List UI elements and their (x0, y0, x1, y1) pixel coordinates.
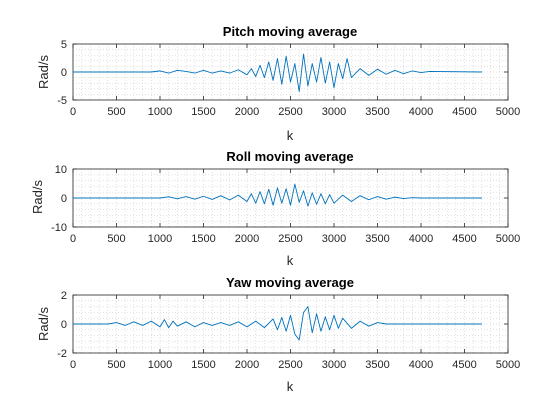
roll-y-axis-label: Rad/s (30, 180, 45, 214)
yaw-y-axis-label: Rad/s (36, 307, 51, 341)
roll-x-tick-label: 5000 (496, 233, 520, 245)
yaw-x-tick-label: 2500 (278, 359, 302, 371)
yaw-y-tick-label: 2 (61, 290, 67, 302)
yaw-x-tick-label: 500 (107, 359, 125, 371)
roll-subplot: Roll moving average Rad/s k 0 500 1000 1500… (30, 149, 520, 268)
pitch-x-tick-label: 2000 (235, 106, 259, 118)
pitch-x-axis-label: k (287, 128, 294, 143)
yaw-x-axis-label: k (287, 379, 294, 394)
roll-x-tick-label: 3000 (322, 233, 346, 245)
pitch-x-tick-label: 0 (70, 106, 76, 118)
roll-x-tick-label: 4000 (409, 233, 433, 245)
yaw-x-tick-label: 0 (70, 359, 76, 371)
pitch-series-line (73, 53, 482, 93)
pitch-x-tick-label: 1500 (191, 106, 215, 118)
roll-y-tick-label: 0 (61, 193, 67, 205)
roll-x-axis-label: k (287, 253, 294, 268)
roll-x-tick-label: 3500 (365, 233, 389, 245)
roll-y-tick-label: 10 (55, 164, 67, 176)
roll-x-tick-label: 2500 (278, 233, 302, 245)
roll-x-tick-label: 2000 (235, 233, 259, 245)
yaw-x-tick-label: 5000 (496, 359, 520, 371)
pitch-x-tick-label: 3500 (365, 106, 389, 118)
yaw-y-tick-label: 0 (61, 319, 67, 331)
pitch-y-tick-label: -5 (57, 95, 67, 107)
pitch-x-tick-label: 1000 (148, 106, 172, 118)
roll-x-tick-label: 0 (70, 233, 76, 245)
pitch-y-axis-label: Rad/s (36, 55, 51, 89)
yaw-x-tick-label: 3500 (365, 359, 389, 371)
pitch-title: Pitch moving average (223, 24, 357, 39)
yaw-x-tick-label: 2000 (235, 359, 259, 371)
roll-title: Roll moving average (226, 149, 353, 164)
pitch-x-tick-label: 4000 (409, 106, 433, 118)
pitch-x-tick-label: 4500 (452, 106, 476, 118)
yaw-x-tick-label: 4500 (452, 359, 476, 371)
yaw-title: Yaw moving average (226, 275, 354, 290)
yaw-y-tick-label: -2 (57, 348, 67, 360)
yaw-x-tick-label: 1000 (148, 359, 172, 371)
yaw-subplot: Yaw moving average Rad/s k 0 500 1000 1500 2… (36, 275, 520, 394)
yaw-x-tick-label: 4000 (409, 359, 433, 371)
yaw-x-tick-label: 3000 (322, 359, 346, 371)
yaw-x-tick-label: 1500 (191, 359, 215, 371)
roll-x-tick-label: 500 (107, 233, 125, 245)
roll-series-line (73, 183, 482, 207)
pitch-x-tick-label: 500 (107, 106, 125, 118)
yaw-series-line (73, 306, 482, 341)
pitch-y-tick-label: 5 (61, 39, 67, 51)
pitch-x-tick-label: 5000 (496, 106, 520, 118)
pitch-x-tick-label: 2500 (278, 106, 302, 118)
pitch-grid (72, 43, 509, 101)
roll-x-tick-label: 4500 (452, 233, 476, 245)
roll-x-tick-label: 1500 (191, 233, 215, 245)
pitch-subplot: Pitch moving average Rad/s k 0 500 1000 150… (36, 24, 520, 143)
pitch-y-tick-label: 0 (61, 67, 67, 79)
roll-y-tick-label: -10 (51, 222, 67, 234)
pitch-x-tick-label: 3000 (322, 106, 346, 118)
roll-x-tick-label: 1000 (148, 233, 172, 245)
